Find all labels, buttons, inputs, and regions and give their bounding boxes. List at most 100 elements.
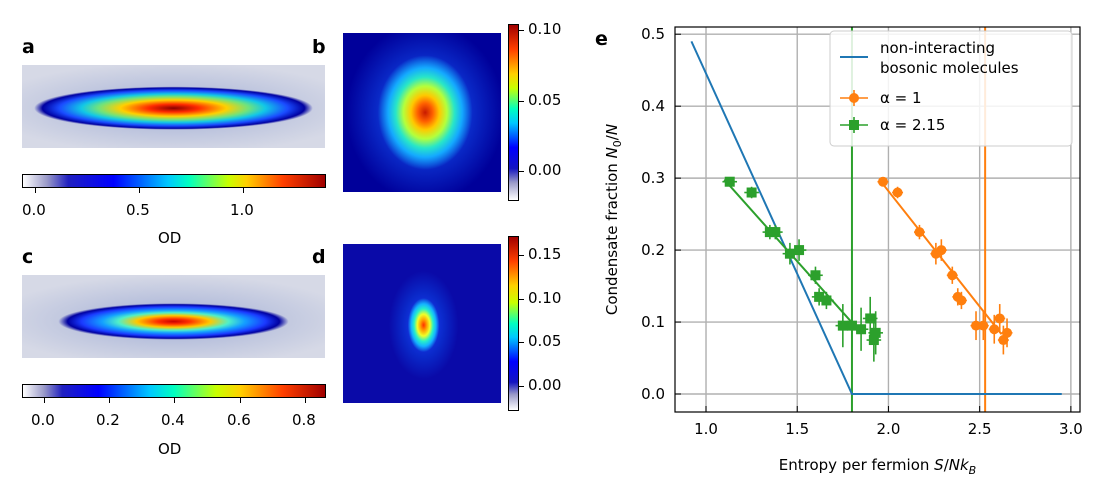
alpha-2-15-point: [722, 176, 738, 187]
colorbar-a-tick: [243, 188, 244, 193]
marker: [978, 320, 989, 331]
marker: [814, 291, 825, 302]
colorbar-d-tick: [519, 255, 524, 256]
y-tick-label: 0.4: [641, 97, 665, 115]
marker: [837, 320, 848, 331]
y-tick-label: 0.1: [641, 313, 665, 331]
absorption-image-a: [22, 65, 325, 148]
y-tick-label: 0.5: [641, 25, 665, 43]
legend-marker-alpha-2-15: [849, 120, 859, 130]
alpha-1-point: [930, 242, 942, 265]
alpha-1-point: [946, 266, 958, 284]
y-axis-label: Condensate fraction N0/N: [603, 124, 624, 315]
marker: [770, 227, 781, 238]
legend-label-non-interacting: non-interacting: [880, 39, 995, 57]
marker: [865, 313, 876, 324]
x-tick-label: 1.0: [694, 420, 718, 438]
colorbar-c-tick: [240, 398, 241, 403]
marker: [994, 313, 1005, 324]
marker: [856, 324, 867, 335]
colorbar-a-tick-label: 0.5: [126, 201, 150, 219]
marker: [989, 324, 1000, 335]
y-tick-label: 0.2: [641, 241, 665, 259]
y-tick-label: 0.3: [641, 169, 665, 187]
alpha-2-15-point: [791, 239, 807, 261]
colorbar-a-tick: [35, 188, 36, 193]
colorbar-b-tick-label: 0.05: [528, 91, 562, 109]
alpha-1-point: [994, 304, 1006, 333]
colorbar-c: [22, 384, 326, 398]
colorbar-b-tick-label: 0.00: [528, 161, 562, 179]
fit-line-alpha-1: [878, 178, 1003, 335]
alpha-1-point: [913, 224, 925, 240]
colorbar-c-tick: [44, 398, 45, 403]
colorbar-c-tick: [174, 398, 175, 403]
marker: [724, 176, 735, 187]
colorbar-c-tick-label: 0.2: [96, 411, 120, 429]
colorbar-a-tick: [139, 188, 140, 193]
alpha-2-15-point: [866, 318, 882, 362]
colorbar-a-tick-label: 0.0: [22, 201, 46, 219]
marker: [746, 187, 757, 198]
colorbar-b-tick: [519, 30, 524, 31]
marker: [914, 227, 925, 238]
x-tick-label: 3.0: [1059, 420, 1083, 438]
colorbar-a-tick-label: 1.0: [230, 201, 254, 219]
alpha-2-15-point: [868, 311, 883, 355]
legend-label-bosonic-molecules: bosonic molecules: [880, 59, 1019, 77]
alpha-2-15-point: [744, 186, 759, 199]
alpha-1-point: [877, 176, 889, 187]
colorbar-d-tick: [519, 386, 524, 387]
colorbar-c-tick: [109, 398, 110, 403]
marker: [971, 320, 982, 331]
marker: [846, 320, 857, 331]
colorbar-c-tick-label: 0.0: [31, 411, 55, 429]
alpha-2-15-point: [768, 224, 783, 240]
colorbar-b-tick: [519, 101, 524, 102]
marker: [810, 270, 821, 281]
alpha-1-point: [935, 239, 947, 261]
alpha-2-15-point: [853, 307, 869, 351]
legend-label-alpha-1: α = 1: [880, 89, 922, 107]
colorbar-c-tick-label: 0.4: [161, 411, 185, 429]
absorption-image-b: [343, 33, 501, 192]
colorbar-a: [22, 174, 326, 188]
colorbar-a-label: OD: [158, 229, 182, 247]
x-axis-label: Entropy per fermion S/NkB: [779, 456, 976, 477]
marker: [877, 176, 888, 187]
panel-label-b: b: [312, 36, 326, 58]
marker: [1002, 327, 1013, 338]
plot-frame: [674, 26, 1081, 413]
marker: [947, 270, 958, 281]
alpha-2-15-point: [808, 266, 823, 284]
y-tick-label: 0.0: [641, 385, 665, 403]
panel-label-c: c: [22, 246, 34, 268]
marker: [794, 245, 805, 256]
alpha-1-point: [970, 311, 982, 341]
colorbar-d: [508, 236, 519, 411]
non-interacting-line: [690, 40, 1062, 396]
condensate-fraction-chart: 1.0 1.5 2.0 2.5 3.0 0.0 0.1 0.2 0.3 0.4 0.5 Entropy…: [603, 25, 1083, 477]
colorbar-d-tick: [519, 342, 524, 343]
panel-label-e: e: [595, 28, 608, 50]
panel-label-a: a: [22, 36, 35, 58]
colorbar-d-tick-label: 0.00: [528, 376, 562, 394]
colorbar-c-tick-label: 0.8: [292, 411, 316, 429]
alpha-1-point: [955, 291, 967, 310]
marker: [956, 295, 967, 306]
alpha-1-point: [892, 186, 904, 199]
colorbar-b: [508, 24, 519, 201]
legend-label-alpha-2-15: α = 2.15: [880, 116, 945, 134]
marker: [821, 295, 832, 306]
colorbar-c-label: OD: [158, 440, 182, 458]
absorption-image-c: [22, 275, 325, 358]
colorbar-d-tick-label: 0.15: [528, 245, 562, 263]
absorption-image-d: [343, 244, 501, 403]
marker: [936, 245, 947, 256]
x-tick-label: 2.0: [877, 420, 901, 438]
alpha-2-15-point: [819, 291, 834, 310]
marker: [784, 248, 795, 259]
panel-label-d: d: [312, 246, 326, 268]
marker: [868, 335, 879, 346]
x-tick-label: 2.5: [968, 420, 992, 438]
